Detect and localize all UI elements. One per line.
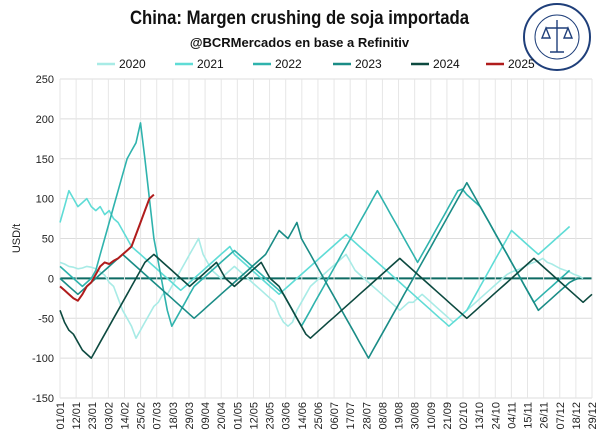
series-line-2021: [59, 189, 571, 328]
x-tick-label: 15/11: [523, 402, 535, 429]
y-tick-label: 250: [36, 74, 54, 86]
series-line-2025: [59, 193, 155, 302]
legend-label: 2022: [275, 57, 302, 71]
x-tick-label: 25/06: [313, 402, 325, 430]
x-tick-label: 25/02: [136, 402, 148, 430]
x-tick-label: 08/08: [377, 402, 389, 430]
x-tick-label: 18/03: [168, 402, 180, 430]
x-tick-label: 28/07: [361, 402, 373, 430]
series-line-2020: [59, 237, 584, 340]
x-tick-label: 21/09: [442, 402, 454, 430]
legend-label: 2024: [433, 57, 460, 71]
legend-label: 2020: [119, 57, 146, 71]
legend-label: 2025: [508, 57, 535, 71]
x-tick-label: 18/12: [571, 402, 583, 430]
x-tick-label: 01/01: [55, 402, 67, 430]
x-tick-label: 29/03: [184, 402, 196, 430]
legend-item-2025: 2025: [486, 57, 535, 71]
x-tick-label: 29/12: [587, 402, 599, 430]
y-tick-label: -100: [32, 353, 54, 365]
x-tick-label: 04/11: [506, 402, 518, 429]
y-tick-label: -50: [38, 313, 54, 325]
x-tick-label: 24/10: [490, 402, 502, 430]
legend-item-2024: 2024: [411, 57, 460, 71]
x-tick-label: 26/11: [539, 402, 551, 429]
x-tick-label: 07/12: [555, 402, 567, 430]
x-tick-label: 20/04: [216, 402, 228, 430]
legend-item-2020: 2020: [97, 57, 146, 71]
series-line-2023: [59, 181, 579, 359]
legend-item-2022: 2022: [253, 57, 302, 71]
series-lines: [59, 122, 593, 359]
legend: 2020 2021 2022 2023 2024 2025: [97, 57, 535, 71]
series-line-2024: [59, 253, 593, 359]
legend-item-2021: 2021: [175, 57, 224, 71]
x-tick-label: 01/05: [232, 402, 244, 430]
x-tick-label: 12/01: [71, 402, 83, 430]
x-tick-label: 07/03: [152, 402, 164, 430]
x-tick-label: 23/01: [87, 402, 99, 430]
x-tick-label: 06/07: [329, 402, 341, 430]
chart-subtitle: @BCRMercados en base a Refinitiv: [189, 35, 410, 50]
x-tick-label: 13/10: [474, 402, 486, 430]
chart-title: China: Margen crushing de soja importada: [129, 8, 470, 29]
y-tick-label: 100: [36, 194, 54, 206]
x-tick-label: 03/02: [103, 402, 115, 430]
x-tick-label: 03/06: [281, 402, 293, 430]
legend-label: 2021: [197, 57, 224, 71]
x-tick-label: 09/04: [200, 402, 212, 430]
y-axis: -150 -100 -50 0 50 100 150 200 250: [32, 74, 54, 405]
y-tick-label: 200: [36, 114, 54, 126]
x-axis: 01/01 12/01 23/01 03/02 14/02 25/02 07/03 18/03…: [55, 402, 599, 430]
x-tick-label: 12/05: [248, 402, 260, 430]
x-tick-label: 30/08: [410, 402, 422, 430]
y-tick-label: 150: [36, 154, 54, 166]
y-tick-label: -150: [32, 393, 54, 405]
x-tick-label: 14/02: [119, 402, 131, 430]
y-tick-label: 0: [48, 273, 54, 285]
x-tick-label: 17/07: [345, 402, 357, 430]
x-tick-label: 19/08: [394, 402, 406, 430]
y-axis-label: USD/t: [11, 224, 23, 253]
bcr-logo: [523, 3, 591, 71]
x-tick-label: 10/09: [426, 402, 438, 430]
legend-item-2023: 2023: [333, 57, 382, 71]
x-tick-label: 02/10: [458, 402, 470, 430]
x-tick-label: 14/06: [297, 402, 309, 430]
x-tick-label: 23/05: [265, 402, 277, 430]
legend-label: 2023: [355, 57, 382, 71]
y-tick-label: 50: [42, 234, 54, 246]
